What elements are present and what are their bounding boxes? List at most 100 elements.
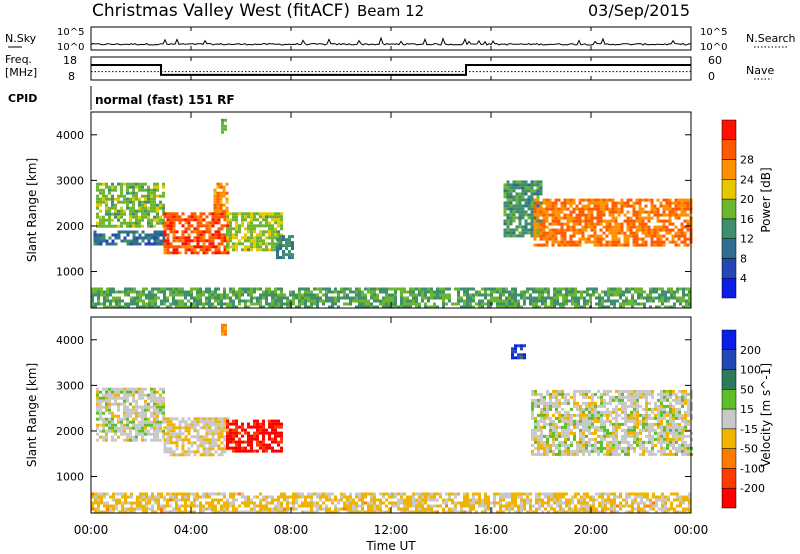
heatmap-cell	[117, 390, 120, 394]
heatmap-cell	[162, 203, 165, 207]
heatmap-cell	[94, 290, 97, 294]
heatmap-cell	[250, 443, 253, 447]
heatmap-cell	[123, 429, 126, 433]
heatmap-cell	[463, 299, 466, 303]
heatmap-cell	[546, 443, 549, 447]
heatmap-cell	[307, 510, 310, 514]
heatmap-cell	[539, 189, 543, 193]
heatmap-cell	[662, 213, 666, 217]
heatmap-cell	[132, 209, 135, 213]
heatmap-cell	[620, 225, 624, 229]
heatmap-cell	[265, 218, 268, 222]
heatmap-cell	[367, 287, 370, 291]
heatmap-cell	[660, 449, 663, 453]
heatmap-cell	[133, 507, 136, 511]
heatmap-cell	[551, 207, 555, 211]
heatmap-cell	[606, 389, 609, 393]
heatmap-cell	[238, 510, 241, 514]
heatmap-cell	[553, 299, 556, 303]
heatmap-cell	[99, 188, 102, 192]
heatmap-cell	[518, 210, 522, 214]
heatmap-cell	[187, 438, 191, 442]
heatmap-cell	[678, 449, 681, 453]
heatmap-cell	[608, 219, 612, 223]
heatmap-cell	[277, 305, 280, 309]
heatmap-cell	[624, 428, 627, 432]
heatmap-cell	[415, 305, 418, 309]
heatmap-cell	[268, 507, 271, 511]
heatmap-cell	[153, 417, 156, 421]
heatmap-cell	[549, 416, 552, 420]
heatmap-cell	[123, 209, 126, 213]
heatmap-cell	[244, 501, 247, 505]
heatmap-cell	[100, 510, 103, 514]
heatmap-cell	[582, 422, 585, 426]
heatmap-cell	[557, 243, 561, 247]
heatmap-cell	[585, 416, 588, 420]
heatmap-cell	[566, 201, 570, 205]
heatmap-cell	[94, 501, 97, 505]
heatmap-cell	[229, 296, 232, 300]
heatmap-cell	[585, 425, 588, 429]
heatmap-cell	[373, 510, 376, 514]
heatmap-cell	[518, 216, 522, 220]
heatmap-cell	[627, 425, 630, 429]
heatmap-cell	[543, 425, 546, 429]
heatmap-cell	[153, 411, 156, 415]
heatmap-cell	[385, 290, 388, 294]
heatmap-cell	[463, 287, 466, 291]
heatmap-cell	[681, 440, 684, 444]
heatmap-cell	[680, 204, 684, 208]
heatmap-cell	[454, 302, 457, 306]
heatmap-cell	[222, 188, 226, 192]
heatmap-cell	[111, 224, 114, 228]
heatmap-cell	[615, 431, 618, 435]
heatmap-cell	[205, 296, 208, 300]
heatmap-cell	[181, 218, 185, 222]
heatmap-cell	[598, 296, 601, 300]
heatmap-cell	[433, 293, 436, 297]
heatmap-cell	[151, 293, 154, 297]
heatmap-cell	[220, 423, 224, 427]
heatmap-cell	[626, 240, 630, 244]
heatmap-cell	[211, 504, 214, 508]
heatmap-cell	[638, 201, 642, 205]
heatmap-cell	[250, 434, 253, 438]
heatmap-cell	[503, 192, 507, 196]
heatmap-cell	[569, 213, 573, 217]
heatmap-cell	[617, 225, 621, 229]
heatmap-cell	[657, 410, 660, 414]
heatmap-cell	[656, 213, 660, 217]
heatmap-cell	[672, 452, 675, 456]
heatmap-cell	[265, 296, 268, 300]
heatmap-cell	[286, 507, 289, 511]
heatmap-cell	[135, 417, 138, 421]
heatmap-cell	[687, 419, 690, 423]
heatmap-cell	[533, 228, 537, 232]
heatmap-cell	[675, 407, 678, 411]
heatmap-cell	[232, 302, 235, 306]
heatmap-cell	[97, 492, 100, 496]
heatmap-cell	[421, 296, 424, 300]
heatmap-cell	[253, 422, 256, 426]
heatmap-cell	[178, 432, 182, 436]
heatmap-cell	[358, 495, 361, 499]
heatmap-cell	[388, 287, 391, 291]
heatmap-cell	[358, 498, 361, 502]
heatmap-cell	[433, 498, 436, 502]
heatmap-cell	[602, 237, 606, 241]
heatmap-cell	[156, 426, 159, 430]
heatmap-cell	[652, 296, 655, 300]
heatmap-cell	[114, 236, 118, 240]
heatmap-cell	[166, 435, 170, 439]
heatmap-cell	[163, 230, 167, 234]
heatmap-cell	[636, 422, 639, 426]
heatmap-cell	[588, 437, 591, 441]
heatmap-cell	[503, 234, 507, 238]
heatmap-cell	[527, 198, 531, 202]
heatmap-cell	[634, 287, 637, 291]
heatmap-cell	[683, 219, 687, 223]
heatmap-cell	[629, 222, 633, 226]
heatmap-cell	[153, 206, 156, 210]
heatmap-cell	[617, 228, 621, 232]
